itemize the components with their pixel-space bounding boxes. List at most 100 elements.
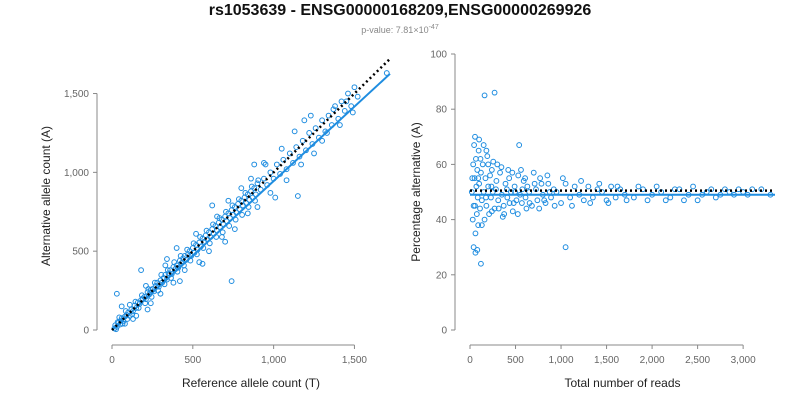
- right-data-point: [513, 197, 520, 204]
- right-data-point: [545, 180, 552, 187]
- right-data-point: [478, 169, 484, 176]
- right-data-point: [500, 202, 507, 209]
- right-data-point: [524, 183, 531, 190]
- left-data-point: [197, 234, 203, 240]
- right-data-point: [585, 183, 592, 190]
- left-data-point: [290, 159, 296, 166]
- right-data-point: [569, 202, 575, 209]
- left-y-tick-label: 1,500: [64, 89, 89, 100]
- right-data-point: [506, 200, 513, 206]
- left-data-point: [132, 298, 139, 305]
- right-data-point: [544, 172, 551, 179]
- left-data-point: [283, 177, 290, 184]
- p-value-text: p-value: 7.81×10: [361, 25, 429, 35]
- right-data-point: [562, 180, 569, 187]
- left-data-point: [226, 223, 233, 229]
- chart-title: rs1053639 - ENSG00000168209,ENSG00000269…: [208, 2, 592, 19]
- right-data-point: [473, 211, 480, 217]
- right-data-point: [504, 194, 511, 201]
- right-y-tick-label: 20: [436, 270, 448, 281]
- right-data-point: [587, 200, 594, 206]
- right-data-point: [476, 136, 483, 143]
- right-data-point: [551, 202, 558, 209]
- chart-subtitle: p-value: 7.81×10-47: [0, 24, 800, 35]
- right-data-point: [559, 175, 566, 182]
- left-data-point: [296, 153, 303, 160]
- left-data-point: [301, 117, 308, 124]
- right-data-point: [681, 197, 687, 204]
- right-data-point: [509, 208, 516, 215]
- left-data-point: [147, 300, 154, 307]
- left-data-point: [306, 130, 313, 136]
- left-data-point: [341, 107, 348, 114]
- right-data-point: [614, 183, 621, 190]
- left-data-point: [238, 185, 245, 192]
- right-x-tick-label: 1,000: [549, 355, 574, 366]
- right-data-point: [471, 175, 478, 182]
- right-data-point: [520, 178, 527, 184]
- left-data-point: [267, 169, 274, 176]
- left-data-point: [267, 189, 274, 196]
- right-data-point: [497, 169, 503, 176]
- right-x-tick-label: 0: [467, 355, 473, 366]
- left-data-point: [223, 208, 229, 215]
- left-chart: 0 500 1,000 1,500 0 500 1,000 1,500 Reference al…: [39, 57, 391, 390]
- left-data-point: [283, 166, 290, 173]
- right-data-point: [522, 194, 529, 201]
- right-data-point: [530, 169, 537, 176]
- right-data-point: [690, 183, 696, 190]
- right-data-point: [580, 197, 587, 204]
- right-data-point: [483, 194, 489, 201]
- left-data-point: [164, 267, 171, 273]
- left-data-point: [298, 161, 305, 168]
- right-data-point: [470, 244, 477, 251]
- right-data-point: [475, 222, 482, 229]
- right-data-point: [644, 197, 651, 204]
- right-y-tick-label: 0: [441, 326, 447, 337]
- right-data-point: [749, 186, 756, 193]
- right-data-point: [518, 167, 524, 173]
- left-y-tick-label: 0: [83, 326, 89, 337]
- right-data-point: [478, 260, 484, 267]
- left-data-point: [251, 161, 258, 168]
- left-data-point: [291, 128, 298, 135]
- left-x-axis-title: Reference allele count (T): [182, 376, 320, 390]
- right-data-point: [506, 175, 513, 182]
- left-data-point: [170, 279, 177, 286]
- left-x-tick-label: 0: [109, 355, 115, 366]
- right-data-point: [485, 183, 492, 190]
- left-data-point: [190, 240, 197, 247]
- left-data-point: [144, 306, 151, 313]
- right-data-point: [480, 142, 487, 148]
- right-data-point: [519, 186, 526, 193]
- right-data-point: [499, 213, 506, 220]
- right-data-point: [491, 89, 498, 96]
- right-data-point: [495, 197, 502, 204]
- right-data-point: [476, 180, 483, 187]
- right-x-axis-title: Total number of reads: [564, 376, 680, 390]
- left-data-point: [248, 183, 255, 190]
- right-data-point: [495, 205, 502, 212]
- right-data-point: [483, 147, 490, 154]
- left-data-point: [151, 279, 158, 286]
- right-data-point: [498, 164, 505, 171]
- left-data-point: [273, 161, 280, 168]
- left-data-point: [349, 109, 356, 116]
- right-data-point: [470, 161, 477, 168]
- left-data-point: [173, 245, 180, 251]
- left-data-point: [255, 177, 262, 184]
- left-data-point: [184, 246, 191, 253]
- right-data-point: [514, 211, 521, 217]
- left-data-point: [345, 90, 351, 97]
- left-data-point: [351, 84, 358, 91]
- left-x-tick-label: 1,000: [261, 355, 286, 366]
- left-data-point: [164, 256, 170, 262]
- right-data-point: [490, 158, 497, 165]
- left-data-point: [231, 226, 238, 233]
- left-data-point: [216, 215, 223, 221]
- left-data-point: [126, 301, 133, 308]
- left-data-point: [122, 320, 128, 327]
- left-data-point: [278, 145, 285, 152]
- right-data-point: [590, 194, 596, 201]
